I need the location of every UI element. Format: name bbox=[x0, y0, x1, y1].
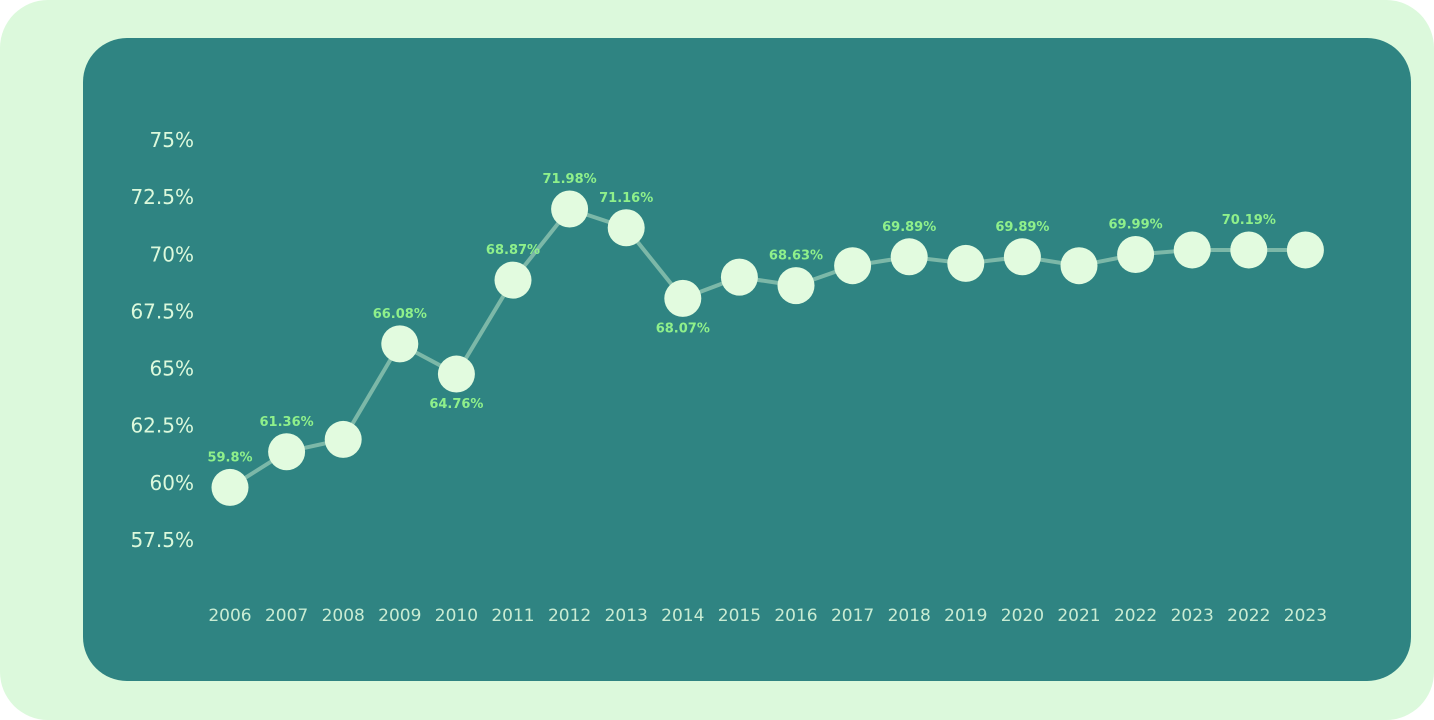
data-label: 59.8% bbox=[207, 450, 252, 465]
data-point bbox=[1117, 236, 1155, 274]
data-point bbox=[381, 325, 419, 363]
x-tick-label: 2009 bbox=[378, 606, 421, 626]
data-label: 69.99% bbox=[1109, 218, 1163, 233]
data-label: 68.87% bbox=[486, 243, 540, 258]
data-point bbox=[1286, 231, 1324, 269]
data-label: 68.63% bbox=[769, 249, 823, 264]
y-tick-label: 57.5% bbox=[130, 528, 194, 552]
x-tick-label: 2008 bbox=[322, 606, 365, 626]
x-tick-label: 2021 bbox=[1057, 606, 1100, 626]
x-tick-label: 2022 bbox=[1227, 606, 1270, 626]
data-label: 61.36% bbox=[260, 415, 314, 430]
x-tick-label: 2006 bbox=[208, 606, 251, 626]
x-tick-label: 2015 bbox=[718, 606, 761, 626]
y-tick-label: 70% bbox=[150, 242, 194, 266]
y-tick-label: 62.5% bbox=[130, 414, 194, 438]
data-label: 69.89% bbox=[882, 220, 936, 235]
data-label: 69.89% bbox=[995, 220, 1049, 235]
x-tick-label: 2020 bbox=[1001, 606, 1044, 626]
x-tick-label: 2017 bbox=[831, 606, 874, 626]
data-label: 70.19% bbox=[1222, 213, 1276, 228]
y-tick-label: 75% bbox=[150, 128, 194, 152]
x-tick-label: 2019 bbox=[944, 606, 987, 626]
x-tick-label: 2014 bbox=[661, 606, 704, 626]
data-label: 71.16% bbox=[599, 191, 653, 206]
data-label: 64.76% bbox=[429, 397, 483, 412]
data-point bbox=[720, 258, 758, 296]
data-point bbox=[268, 433, 306, 471]
x-tick-label: 2023 bbox=[1171, 606, 1214, 626]
data-point bbox=[324, 420, 362, 458]
y-tick-label: 60% bbox=[150, 471, 194, 495]
data-point bbox=[437, 355, 475, 393]
x-tick-label: 2016 bbox=[774, 606, 817, 626]
x-tick-label: 2023 bbox=[1284, 606, 1327, 626]
y-tick-label: 67.5% bbox=[130, 299, 194, 323]
data-point bbox=[664, 279, 702, 317]
x-tick-label: 2010 bbox=[435, 606, 478, 626]
data-point bbox=[1060, 247, 1098, 285]
data-label: 68.07% bbox=[656, 321, 710, 336]
data-label: 66.08% bbox=[373, 307, 427, 322]
data-label: 71.98% bbox=[543, 172, 597, 187]
data-point bbox=[1003, 238, 1041, 276]
data-point bbox=[834, 247, 872, 285]
data-point bbox=[1230, 231, 1268, 269]
data-point bbox=[551, 190, 589, 228]
data-point bbox=[1173, 231, 1211, 269]
y-tick-label: 65% bbox=[150, 357, 194, 381]
x-tick-label: 2007 bbox=[265, 606, 308, 626]
x-tick-label: 2022 bbox=[1114, 606, 1157, 626]
x-tick-label: 2012 bbox=[548, 606, 591, 626]
data-point bbox=[777, 267, 815, 305]
data-point bbox=[947, 244, 985, 282]
x-tick-label: 2013 bbox=[605, 606, 648, 626]
chart-panel bbox=[83, 38, 1411, 681]
y-tick-label: 72.5% bbox=[130, 185, 194, 209]
x-tick-label: 2011 bbox=[491, 606, 534, 626]
x-tick-label: 2018 bbox=[888, 606, 931, 626]
data-point bbox=[211, 468, 249, 506]
data-point bbox=[890, 238, 928, 276]
data-point bbox=[494, 261, 532, 299]
data-point bbox=[607, 209, 645, 247]
